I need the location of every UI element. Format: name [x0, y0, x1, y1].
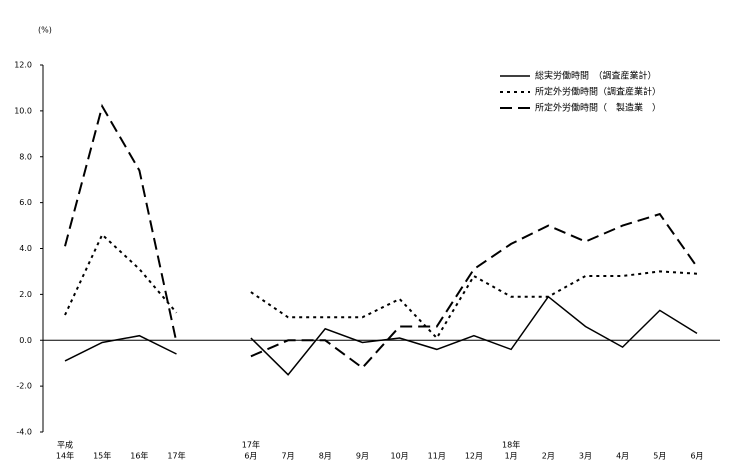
x-tick-label: 17年	[167, 451, 185, 461]
y-tick-label: 4.0	[19, 244, 32, 253]
x-tick-label: 18年	[502, 440, 520, 450]
x-tick-label: 平成	[57, 440, 73, 450]
series-line	[64, 103, 698, 370]
legend-label: 総実労働時間 （調査産業計）	[535, 70, 657, 82]
x-tick-label: 8月	[319, 452, 332, 461]
y-tick-label: -2.0	[16, 382, 32, 391]
x-tick-label: 4月	[616, 452, 629, 461]
x-tick-label: 14年	[56, 451, 74, 461]
x-tick-label: 7月	[282, 452, 295, 461]
x-tick-label: 15年	[93, 451, 111, 461]
y-tick-label: 2.0	[19, 290, 32, 299]
x-tick-label: 6月	[690, 452, 703, 461]
series-line	[64, 295, 698, 376]
x-tick-label: 6月	[244, 452, 257, 461]
y-tick-label: 10.0	[14, 106, 32, 115]
x-tick-label: 11月	[428, 452, 446, 461]
x-tick-label: 17年	[242, 440, 260, 450]
x-tick-label: 9月	[356, 452, 369, 461]
y-tick-label: 12.0	[14, 61, 32, 70]
x-tick-label: 5月	[653, 452, 666, 461]
y-tick-label: 6.0	[19, 198, 32, 207]
x-tick-label: 1月	[505, 452, 518, 461]
x-tick-label: 3月	[579, 452, 592, 461]
y-tick-label: 8.0	[19, 152, 32, 161]
series-line	[64, 233, 698, 340]
x-tick-label: 16年	[130, 451, 148, 461]
y-tick-label: -4.0	[16, 428, 32, 437]
x-tick-label: 12月	[465, 452, 483, 461]
y-axis-label: (%)	[38, 26, 52, 35]
y-tick-label: 0.0	[19, 336, 32, 345]
legend-label: 所定外労働時間（ 製造業 ）	[535, 102, 661, 114]
x-tick-label: 2月	[542, 452, 555, 461]
legend-label: 所定外労働時間（調査産業計）	[535, 86, 661, 98]
x-tick-label: 10月	[390, 452, 408, 461]
